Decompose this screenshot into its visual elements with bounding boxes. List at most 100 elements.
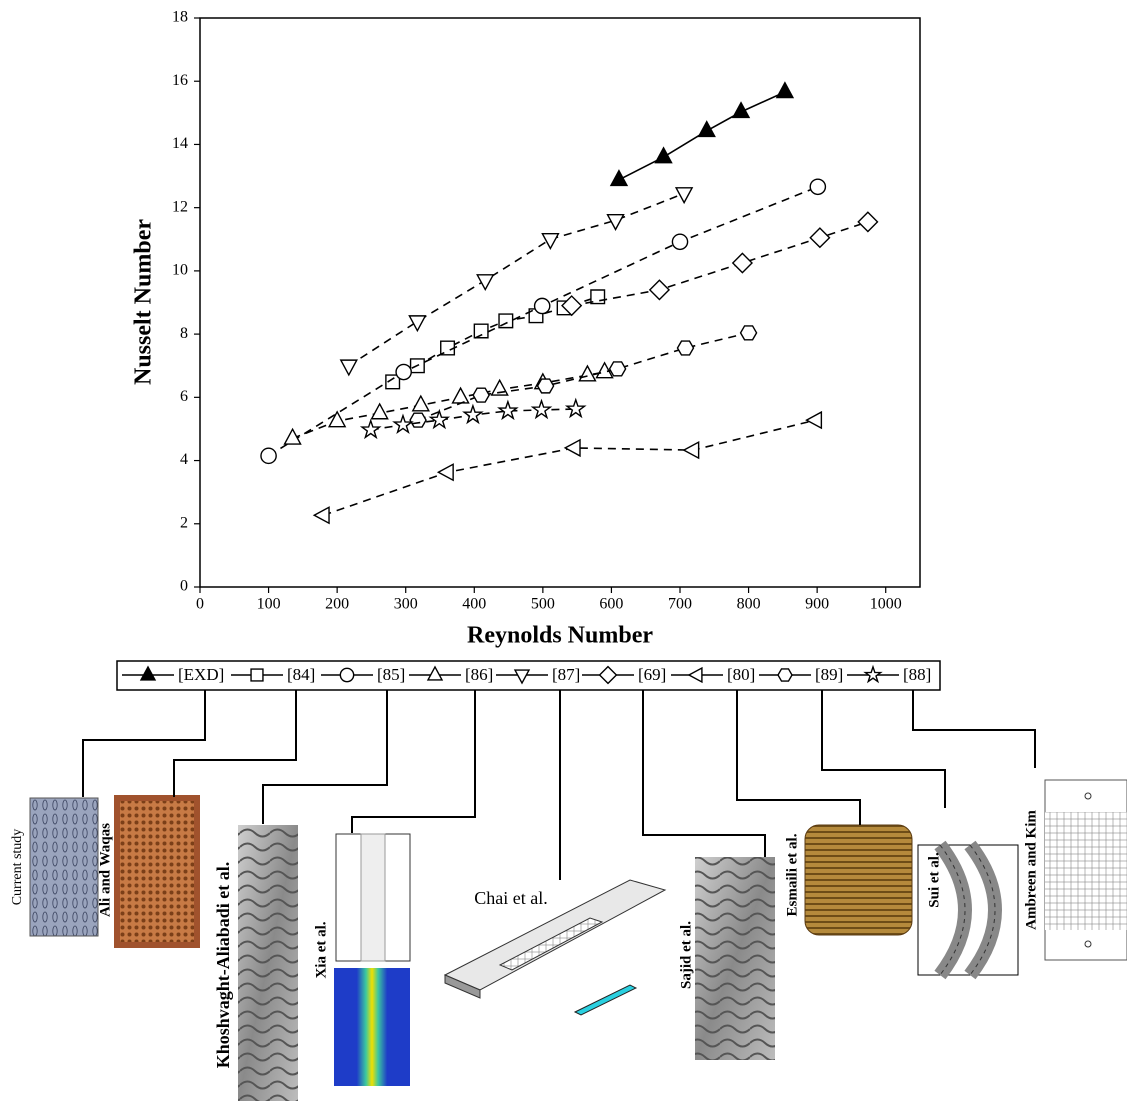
marker: [513, 669, 531, 685]
figure-label: Sui et al.: [926, 852, 942, 908]
legend-item: [69]: [582, 665, 666, 685]
legend-item: [86]: [409, 665, 493, 684]
marker: [411, 394, 430, 412]
marker: [250, 668, 264, 682]
marker: [426, 665, 444, 681]
marker: [654, 146, 673, 164]
image-xia-cfd: [334, 968, 410, 1086]
marker: [805, 410, 823, 430]
image-ambreen: [1044, 779, 1127, 961]
marker: [533, 297, 551, 315]
series-line: [348, 192, 685, 367]
y-tick-label: 4: [180, 451, 188, 468]
marker: [260, 447, 277, 465]
marker: [606, 214, 625, 231]
marker: [564, 397, 587, 419]
figure-label: Current study: [10, 829, 25, 906]
plot-frame: [199, 17, 921, 588]
legend-label: [EXD]: [178, 665, 224, 684]
y-axis-title: Nusselt Number: [131, 219, 157, 385]
image-chai: [443, 879, 667, 1016]
image-khoshvaght-waves: [238, 825, 298, 1101]
legend-label: [87]: [552, 665, 580, 684]
y-tick-label: 10: [172, 262, 188, 279]
marker: [436, 463, 454, 482]
x-tick-label: 600: [599, 596, 623, 613]
marker: [327, 410, 347, 428]
marker: [687, 666, 703, 684]
x-tick-label: 100: [257, 596, 281, 613]
marker: [428, 408, 451, 430]
legend-item: [EXD]: [122, 665, 224, 684]
marker: [409, 412, 427, 428]
y-tick-label: 14: [172, 135, 188, 152]
x-tick-label: 400: [462, 596, 486, 613]
marker: [561, 295, 583, 317]
figure-label: Xia et al.: [313, 921, 329, 978]
marker: [536, 378, 555, 394]
figure-label: Khoshvaght-Aliabadi et al.: [213, 862, 233, 1069]
connectors: [82, 690, 1036, 880]
y-tick-label: 0: [180, 578, 188, 595]
marker: [385, 374, 401, 390]
x-tick-label: 700: [668, 596, 692, 613]
figure-label: Ali and Waqas: [97, 823, 113, 917]
figure-label: Sajid et al.: [678, 921, 694, 989]
marker: [462, 403, 484, 425]
marker: [598, 665, 618, 685]
figure-label: Esmaili et al.: [784, 833, 800, 916]
legend-item: [88]: [847, 664, 931, 684]
marker: [451, 386, 470, 404]
legend-label: [69]: [638, 665, 666, 684]
image-ali: [114, 795, 200, 948]
marker: [775, 81, 795, 99]
x-tick-label: 0: [196, 596, 204, 613]
marker: [370, 402, 389, 420]
series-line: [323, 419, 816, 516]
x-tick-label: 300: [394, 596, 418, 613]
y-tick-label: 12: [172, 198, 188, 215]
marker: [473, 323, 489, 339]
marker: [674, 187, 694, 205]
figure-label: Ambreen and Kim: [1023, 810, 1039, 930]
series-line: [292, 371, 605, 440]
marker: [359, 418, 382, 440]
marker: [697, 120, 716, 138]
x-tick-label: 900: [805, 596, 829, 613]
x-tick-label: 1000: [870, 596, 902, 613]
marker: [682, 440, 700, 460]
marker: [609, 169, 629, 187]
legend-label: [84]: [287, 665, 315, 684]
legend-label: [85]: [377, 665, 405, 684]
x-tick-label: 800: [737, 596, 761, 613]
image-sui: [917, 840, 1019, 980]
marker: [472, 387, 490, 403]
figure-label: Chai et al.: [474, 888, 547, 908]
marker: [563, 438, 581, 458]
legend-item: [89]: [759, 665, 843, 684]
y-tick-label: 2: [180, 514, 188, 531]
x-tick-label: 200: [325, 596, 349, 613]
legend-label: [88]: [903, 665, 931, 684]
legend-label: [89]: [815, 665, 843, 684]
marker: [671, 233, 689, 251]
marker: [476, 274, 495, 292]
marker: [777, 668, 793, 682]
marker: [497, 399, 519, 421]
series-line: [417, 332, 749, 421]
y-tick-label: 8: [180, 325, 188, 342]
marker: [809, 227, 831, 249]
legend-item: [84]: [231, 665, 315, 684]
marker: [395, 363, 412, 381]
marker: [440, 340, 456, 356]
marker: [809, 178, 827, 196]
marker: [676, 340, 695, 356]
marker: [408, 315, 427, 333]
y-tick-label: 18: [172, 9, 188, 26]
marker: [608, 361, 627, 377]
y-tick-label: 16: [172, 72, 188, 89]
marker: [530, 398, 553, 420]
image-sajid-waves: [695, 857, 775, 1060]
marker: [648, 279, 671, 301]
